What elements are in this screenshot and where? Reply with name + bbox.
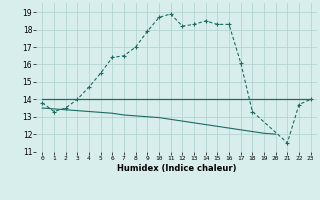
X-axis label: Humidex (Indice chaleur): Humidex (Indice chaleur) — [117, 164, 236, 173]
